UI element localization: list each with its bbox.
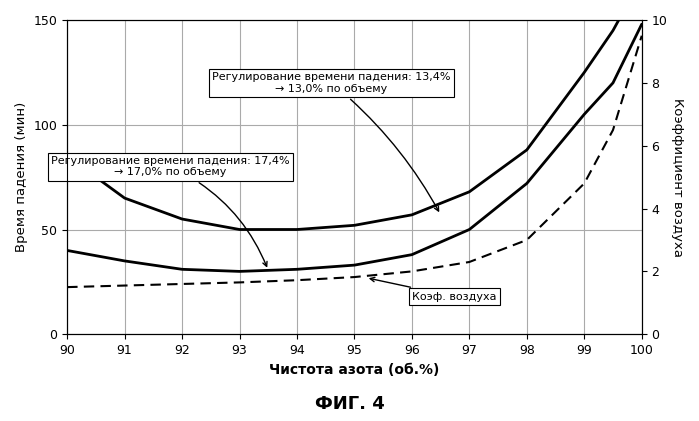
Text: ФИГ. 4: ФИГ. 4: [315, 394, 384, 413]
Text: Регулирование времени падения: 17,4%
→ 17,0% по объему: Регулирование времени падения: 17,4% → 1…: [51, 156, 290, 266]
Y-axis label: Время падения (мин): Время падения (мин): [15, 102, 28, 252]
Text: Коэф. воздуха: Коэф. воздуха: [370, 277, 496, 301]
X-axis label: Чистота азота (об.%): Чистота азота (об.%): [269, 362, 440, 376]
Text: Регулирование времени падения: 13,4%
→ 13,0% по объему: Регулирование времени падения: 13,4% → 1…: [212, 72, 451, 211]
Y-axis label: Коэффициент воздуха: Коэффициент воздуха: [671, 98, 684, 257]
